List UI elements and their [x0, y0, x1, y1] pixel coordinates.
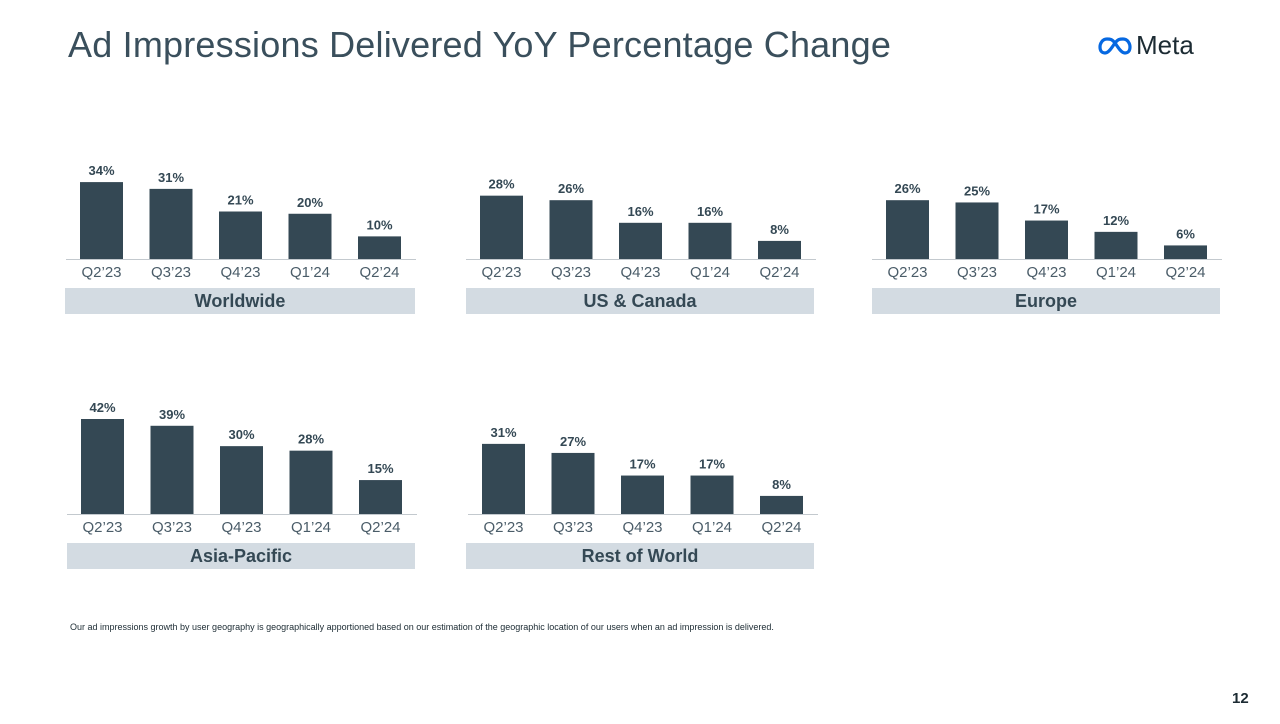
chart-label-rest-of-world: Rest of World [466, 543, 814, 569]
category-label-rest-of-world-3: Q1’24 [692, 519, 732, 536]
page-number: 12 [1232, 690, 1249, 707]
data-label-us-canada-0: 28% [488, 177, 514, 192]
category-label-us-canada-0: Q2’23 [481, 264, 521, 281]
bar-europe-0 [886, 200, 929, 259]
data-label-worldwide-1: 31% [158, 170, 184, 185]
bar-chart-svg-europe: 26% Q2’23 25% Q3’23 17% Q4’23 12% Q1’24 6% Q2’24 [872, 181, 1222, 281]
category-label-worldwide-4: Q2’24 [359, 264, 399, 281]
data-label-asia-pacific-1: 39% [159, 407, 185, 422]
data-label-us-canada-2: 16% [627, 204, 653, 219]
bar-europe-2 [1025, 220, 1068, 259]
bar-asia-pacific-1 [150, 425, 194, 514]
bar-worldwide-1 [149, 188, 193, 259]
bar-chart-svg-asia-pacific: 42% Q2’23 39% Q3’23 30% Q4’23 28% Q1’24 15% Q2’24 [67, 400, 417, 536]
data-label-asia-pacific-0: 42% [89, 400, 115, 415]
data-label-europe-4: 6% [1176, 226, 1195, 241]
chart-worldwide: 34% Q2’23 31% Q3’23 21% Q4’23 20% Q1’24 10% Q2’24 [66, 140, 426, 340]
bar-worldwide-0 [80, 182, 123, 259]
category-label-asia-pacific-0: Q2’23 [82, 519, 122, 536]
category-label-worldwide-3: Q1’24 [290, 264, 330, 281]
data-label-europe-2: 17% [1033, 202, 1059, 217]
bar-us-canada-2 [619, 222, 662, 259]
data-label-us-canada-4: 8% [770, 222, 789, 237]
bar-europe-1 [955, 202, 999, 259]
data-label-europe-3: 12% [1103, 213, 1129, 228]
bar-us-canada-1 [549, 200, 593, 259]
category-label-rest-of-world-2: Q4’23 [622, 519, 662, 536]
data-label-us-canada-3: 16% [697, 204, 723, 219]
category-label-asia-pacific-2: Q4’23 [221, 519, 261, 536]
meta-infinity-icon [1098, 36, 1132, 55]
data-label-asia-pacific-2: 30% [228, 427, 254, 442]
chart-label-asia-pacific: Asia-Pacific [67, 543, 415, 569]
category-label-europe-1: Q3’23 [957, 264, 997, 281]
data-label-europe-0: 26% [894, 181, 920, 196]
category-label-europe-4: Q2’24 [1165, 264, 1205, 281]
data-label-europe-1: 25% [964, 183, 990, 198]
category-label-europe-2: Q4’23 [1026, 264, 1066, 281]
data-label-rest-of-world-4: 8% [772, 477, 791, 492]
category-label-us-canada-2: Q4’23 [620, 264, 660, 281]
category-label-europe-0: Q2’23 [887, 264, 927, 281]
bar-us-canada-0 [480, 195, 523, 259]
bar-worldwide-2 [219, 211, 262, 259]
bar-rest-of-world-1 [551, 452, 595, 514]
data-label-rest-of-world-2: 17% [629, 457, 655, 472]
bar-rest-of-world-0 [482, 443, 525, 514]
bar-asia-pacific-3 [289, 450, 333, 514]
category-label-rest-of-world-0: Q2’23 [483, 519, 523, 536]
bar-europe-3 [1094, 231, 1138, 259]
data-label-rest-of-world-0: 31% [490, 425, 516, 440]
category-label-europe-3: Q1’24 [1096, 264, 1136, 281]
bar-rest-of-world-4 [760, 495, 803, 514]
category-label-asia-pacific-3: Q1’24 [291, 519, 331, 536]
data-label-asia-pacific-4: 15% [367, 461, 393, 476]
category-label-us-canada-4: Q2’24 [759, 264, 799, 281]
bar-chart-svg-rest-of-world: 31% Q2’23 27% Q3’23 17% Q4’23 17% Q1’24 8% Q2’24 [468, 425, 818, 536]
bar-asia-pacific-0 [81, 419, 124, 514]
footnote: Our ad impressions growth by user geogra… [70, 622, 774, 632]
category-label-asia-pacific-1: Q3’23 [152, 519, 192, 536]
category-label-rest-of-world-4: Q2’24 [761, 519, 801, 536]
bar-asia-pacific-4 [359, 480, 402, 514]
bar-us-canada-3 [688, 222, 732, 259]
page-title: Ad Impressions Delivered YoY Percentage … [68, 24, 892, 65]
data-label-asia-pacific-3: 28% [298, 432, 324, 447]
bar-rest-of-world-3 [690, 475, 734, 514]
data-label-worldwide-4: 10% [366, 217, 392, 232]
chart-label-europe: Europe [872, 288, 1220, 314]
meta-logo: Meta [1098, 30, 1194, 61]
category-label-asia-pacific-4: Q2’24 [360, 519, 400, 536]
data-label-worldwide-3: 20% [297, 195, 323, 210]
bar-chart-svg-us-canada: 28% Q2’23 26% Q3’23 16% Q4’23 16% Q1’24 8% Q2’24 [466, 177, 816, 281]
chart-europe: 26% Q2’23 25% Q3’23 17% Q4’23 12% Q1’24 6% Q2’24 [872, 140, 1232, 340]
bar-worldwide-4 [358, 236, 401, 259]
category-label-us-canada-3: Q1’24 [690, 264, 730, 281]
chart-rest-of-world: 31% Q2’23 27% Q3’23 17% Q4’23 17% Q1’24 8% Q2’24 [468, 395, 828, 595]
bar-chart-svg-worldwide: 34% Q2’23 31% Q3’23 21% Q4’23 20% Q1’24 10% Q2’24 [66, 163, 416, 281]
bar-europe-4 [1164, 245, 1207, 259]
bar-asia-pacific-2 [220, 446, 263, 514]
data-label-worldwide-2: 21% [227, 193, 253, 208]
bar-rest-of-world-2 [621, 475, 664, 514]
category-label-worldwide-1: Q3’23 [151, 264, 191, 281]
data-label-rest-of-world-1: 27% [560, 434, 586, 449]
category-label-us-canada-1: Q3’23 [551, 264, 591, 281]
data-label-us-canada-1: 26% [558, 181, 584, 196]
chart-label-us-canada: US & Canada [466, 288, 814, 314]
category-label-worldwide-2: Q4’23 [220, 264, 260, 281]
category-label-worldwide-0: Q2’23 [81, 264, 121, 281]
bar-us-canada-4 [758, 240, 801, 259]
data-label-worldwide-0: 34% [88, 163, 114, 178]
chart-asia-pacific: 42% Q2’23 39% Q3’23 30% Q4’23 28% Q1’24 15% Q2’24 [67, 395, 427, 595]
data-label-rest-of-world-3: 17% [699, 457, 725, 472]
chart-label-worldwide: Worldwide [65, 288, 415, 314]
chart-us-canada: 28% Q2’23 26% Q3’23 16% Q4’23 16% Q1’24 8% Q2’24 [466, 140, 826, 340]
bar-worldwide-3 [288, 213, 332, 259]
meta-wordmark: Meta [1136, 30, 1194, 60]
category-label-rest-of-world-1: Q3’23 [553, 519, 593, 536]
